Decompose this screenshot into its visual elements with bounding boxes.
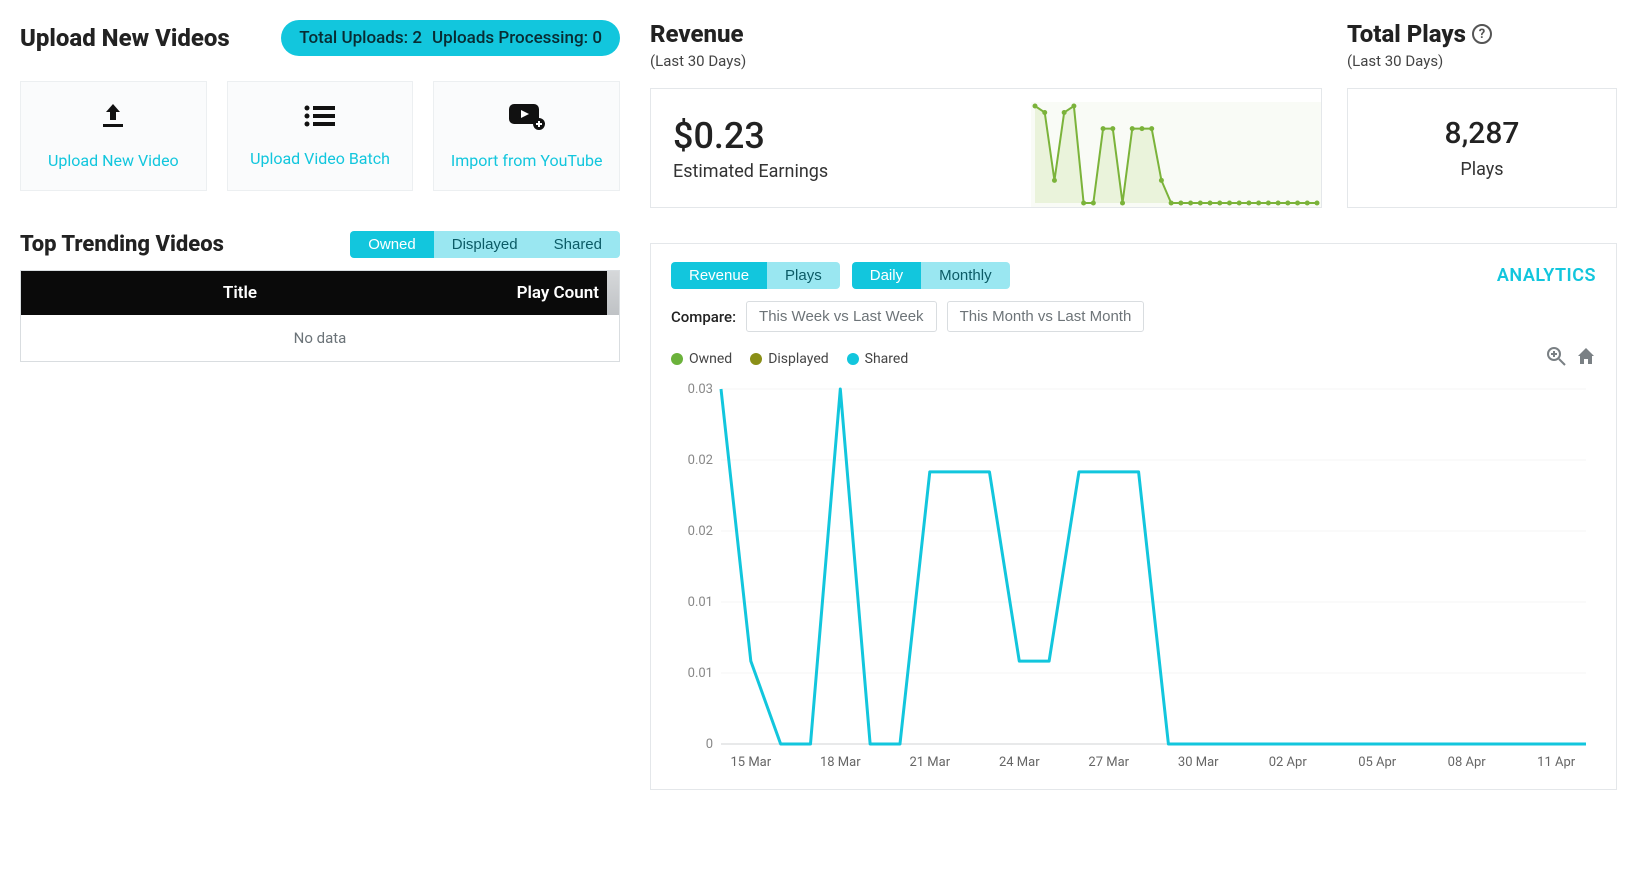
svg-text:21 Mar: 21 Mar xyxy=(909,755,950,770)
dot-icon xyxy=(847,353,859,365)
trending-title: Top Trending Videos xyxy=(20,232,224,257)
svg-text:0.01: 0.01 xyxy=(688,666,713,681)
revenue-sparkline xyxy=(1031,102,1321,207)
processing-value: 0 xyxy=(592,28,602,48)
plays-value: 8,287 xyxy=(1445,116,1520,151)
upload-stats-pill: Total Uploads: 2 Uploads Processing: 0 xyxy=(281,20,620,56)
help-icon[interactable]: ? xyxy=(1472,24,1492,44)
tab-plays[interactable]: Plays xyxy=(767,262,840,289)
plays-subtitle: (Last 30 Days) xyxy=(1347,52,1617,70)
analytics-chart: 0 0.01 0.01 0.02 0.02 0.03 15 Mar 18 Mar 21 Mar 2… xyxy=(671,379,1596,779)
svg-text:11 Apr: 11 Apr xyxy=(1537,755,1576,770)
tab-daily[interactable]: Daily xyxy=(852,262,921,289)
svg-text:0.02: 0.02 xyxy=(688,524,713,539)
revenue-subtitle: (Last 30 Days) xyxy=(650,52,1322,70)
trending-tabs: Owned Displayed Shared xyxy=(350,231,620,258)
legend-owned-label: Owned xyxy=(689,351,732,367)
tab-revenue[interactable]: Revenue xyxy=(671,262,767,289)
col-title: Title xyxy=(41,283,439,303)
svg-text:0.03: 0.03 xyxy=(688,382,713,397)
home-icon[interactable] xyxy=(1576,346,1596,371)
compare-month-button[interactable]: This Month vs Last Month xyxy=(947,301,1145,332)
svg-text:27 Mar: 27 Mar xyxy=(1088,755,1129,770)
legend-shared[interactable]: Shared xyxy=(847,351,909,367)
compare-label: Compare: xyxy=(671,308,736,326)
period-tabs: Daily Monthly xyxy=(852,262,1010,289)
svg-text:08 Apr: 08 Apr xyxy=(1448,755,1487,770)
total-uploads-value: 2 xyxy=(412,28,422,48)
upload-new-video-label: Upload New Video xyxy=(48,151,179,170)
upload-new-video-card[interactable]: Upload New Video xyxy=(20,81,207,191)
svg-text:0.02: 0.02 xyxy=(688,453,713,468)
analytics-panel: Revenue Plays Daily Monthly ANALYTICS Co… xyxy=(650,243,1617,790)
tab-owned[interactable]: Owned xyxy=(350,231,434,258)
metric-tabs: Revenue Plays xyxy=(671,262,840,289)
svg-text:24 Mar: 24 Mar xyxy=(999,755,1040,770)
revenue-card[interactable]: $0.23 Estimated Earnings xyxy=(650,88,1322,208)
col-play-count: Play Count xyxy=(439,283,599,303)
upload-batch-label: Upload Video Batch xyxy=(250,149,390,168)
plays-card[interactable]: 8,287 Plays xyxy=(1347,88,1617,208)
tab-monthly[interactable]: Monthly xyxy=(921,262,1010,289)
legend-owned[interactable]: Owned xyxy=(671,351,732,367)
svg-text:05 Apr: 05 Apr xyxy=(1358,755,1397,770)
upload-icon xyxy=(98,102,128,137)
svg-text:30 Mar: 30 Mar xyxy=(1178,755,1219,770)
list-icon xyxy=(303,104,337,135)
revenue-title: Revenue xyxy=(650,20,1322,48)
import-youtube-label: Import from YouTube xyxy=(451,151,603,170)
plays-title-text: Total Plays xyxy=(1347,20,1466,48)
total-uploads-label: Total Uploads: xyxy=(299,28,408,48)
svg-text:0.01: 0.01 xyxy=(688,595,713,610)
dot-icon xyxy=(671,353,683,365)
legend-displayed-label: Displayed xyxy=(768,351,828,367)
youtube-plus-icon xyxy=(507,102,547,137)
tab-shared[interactable]: Shared xyxy=(536,231,620,258)
compare-week-button[interactable]: This Week vs Last Week xyxy=(746,301,937,332)
svg-text:18 Mar: 18 Mar xyxy=(820,755,861,770)
revenue-desc: Estimated Earnings xyxy=(673,161,828,182)
trending-table: Title Play Count No data xyxy=(20,270,620,362)
plays-title: Total Plays ? xyxy=(1347,20,1617,48)
legend-displayed[interactable]: Displayed xyxy=(750,351,828,367)
tab-displayed[interactable]: Displayed xyxy=(434,231,536,258)
processing-label: Uploads Processing: xyxy=(432,28,588,48)
upload-title: Upload New Videos xyxy=(20,24,230,52)
revenue-amount: $0.23 xyxy=(673,115,828,157)
legend-shared-label: Shared xyxy=(865,351,909,367)
svg-text:0: 0 xyxy=(706,737,713,752)
svg-text:15 Mar: 15 Mar xyxy=(730,755,771,770)
trending-no-data: No data xyxy=(21,315,619,361)
plays-label: Plays xyxy=(1460,159,1503,180)
upload-batch-card[interactable]: Upload Video Batch xyxy=(227,81,414,191)
dot-icon xyxy=(750,353,762,365)
analytics-link[interactable]: ANALYTICS xyxy=(1497,265,1596,286)
svg-text:02 Apr: 02 Apr xyxy=(1269,755,1308,770)
zoom-icon[interactable] xyxy=(1546,346,1566,371)
import-youtube-card[interactable]: Import from YouTube xyxy=(433,81,620,191)
